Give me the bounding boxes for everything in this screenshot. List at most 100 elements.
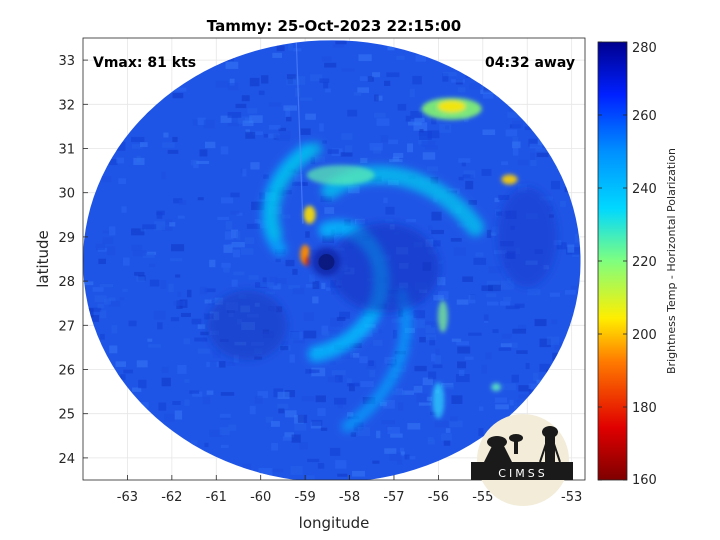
texture-cell <box>335 460 347 469</box>
texture-cell <box>167 149 179 154</box>
texture-cell <box>321 282 326 289</box>
texture-cell <box>347 109 358 117</box>
texture-cell <box>103 298 112 305</box>
texture-cell <box>325 287 331 291</box>
texture-cell <box>514 303 525 308</box>
texture-cell <box>324 62 337 68</box>
texture-cell <box>97 481 108 485</box>
texture-cell <box>441 433 452 441</box>
texture-cell <box>183 338 191 345</box>
texture-cell <box>485 352 492 360</box>
texture-cell <box>170 258 183 262</box>
y-tick-label: 26 <box>58 364 75 379</box>
texture-cell <box>312 296 319 304</box>
texture-cell <box>450 416 458 422</box>
texture-cell <box>284 390 296 398</box>
texture-cell <box>387 42 395 51</box>
texture-cell <box>385 206 395 215</box>
texture-cell <box>380 134 389 143</box>
texture-cell <box>237 116 251 124</box>
texture-cell <box>89 315 100 322</box>
texture-cell <box>427 437 434 442</box>
texture-cell <box>228 424 237 431</box>
texture-cell <box>516 350 528 354</box>
texture-cell <box>173 198 183 204</box>
texture-cell <box>251 201 265 211</box>
texture-cell <box>139 142 148 147</box>
texture-cell <box>320 196 332 203</box>
texture-cell <box>358 54 372 62</box>
texture-cell <box>374 94 379 102</box>
texture-cell <box>458 158 471 163</box>
texture-cell <box>259 192 266 200</box>
texture-cell <box>275 258 281 263</box>
texture-cell <box>392 156 400 162</box>
y-tick-label: 31 <box>58 143 75 158</box>
x-axis-label: longitude <box>299 514 370 532</box>
texture-cell <box>220 444 229 449</box>
x-tick-label: -63 <box>117 490 138 505</box>
texture-cell <box>478 428 484 437</box>
texture-cell <box>483 314 489 321</box>
texture-cell <box>512 328 527 334</box>
texture-cell <box>241 95 250 102</box>
x-tick-label: -56 <box>428 490 449 505</box>
texture-cell <box>153 310 166 320</box>
cold-cloud-patch <box>501 174 518 185</box>
texture-cell <box>268 133 280 139</box>
texture-cell <box>172 401 181 405</box>
texture-cell <box>312 280 320 290</box>
texture-cell <box>419 319 425 328</box>
texture-cell <box>227 112 242 118</box>
texture-cell <box>149 263 156 267</box>
texture-cell <box>321 331 335 337</box>
texture-cell <box>324 207 335 214</box>
texture-cell <box>293 338 306 344</box>
texture-cell <box>92 287 104 292</box>
texture-cell <box>439 123 452 133</box>
texture-cell <box>507 111 518 118</box>
texture-cell <box>258 468 273 476</box>
texture-cell <box>132 250 146 257</box>
texture-cell <box>550 180 561 190</box>
texture-cell <box>245 131 256 139</box>
texture-cell <box>192 391 203 397</box>
texture-cell <box>473 257 487 265</box>
texture-cell <box>101 176 112 183</box>
texture-cell <box>427 439 435 445</box>
texture-cell <box>413 385 423 393</box>
texture-cell <box>284 432 295 438</box>
y-axis-label: latitude <box>34 230 52 288</box>
texture-cell <box>285 108 291 118</box>
texture-cell <box>184 399 190 406</box>
texture-cell <box>271 421 280 427</box>
texture-cell <box>360 381 374 388</box>
texture-cell <box>539 363 550 372</box>
texture-cell <box>462 276 474 282</box>
texture-cell <box>291 182 305 186</box>
storm-eye <box>304 240 349 284</box>
texture-cell <box>426 396 433 401</box>
texture-cell <box>372 460 380 464</box>
texture-cell <box>574 233 581 243</box>
texture-cell <box>487 284 501 292</box>
cold-cloud-patch <box>432 382 445 419</box>
texture-cell <box>385 219 394 223</box>
texture-cell <box>269 276 278 286</box>
texture-cell <box>230 210 240 215</box>
texture-cell <box>95 243 106 251</box>
texture-cell <box>98 258 106 265</box>
texture-cell <box>359 356 368 364</box>
texture-cell <box>500 343 512 348</box>
texture-cell <box>204 288 216 293</box>
texture-cell <box>392 329 398 339</box>
texture-cell <box>546 336 560 345</box>
texture-cell <box>297 414 308 423</box>
texture-cell <box>427 240 441 247</box>
texture-cell <box>353 422 364 431</box>
texture-cell <box>380 480 388 487</box>
texture-cell <box>226 361 236 366</box>
texture-cell <box>325 88 331 93</box>
texture-cell <box>530 159 537 166</box>
cold-cloud-patch <box>303 205 316 224</box>
